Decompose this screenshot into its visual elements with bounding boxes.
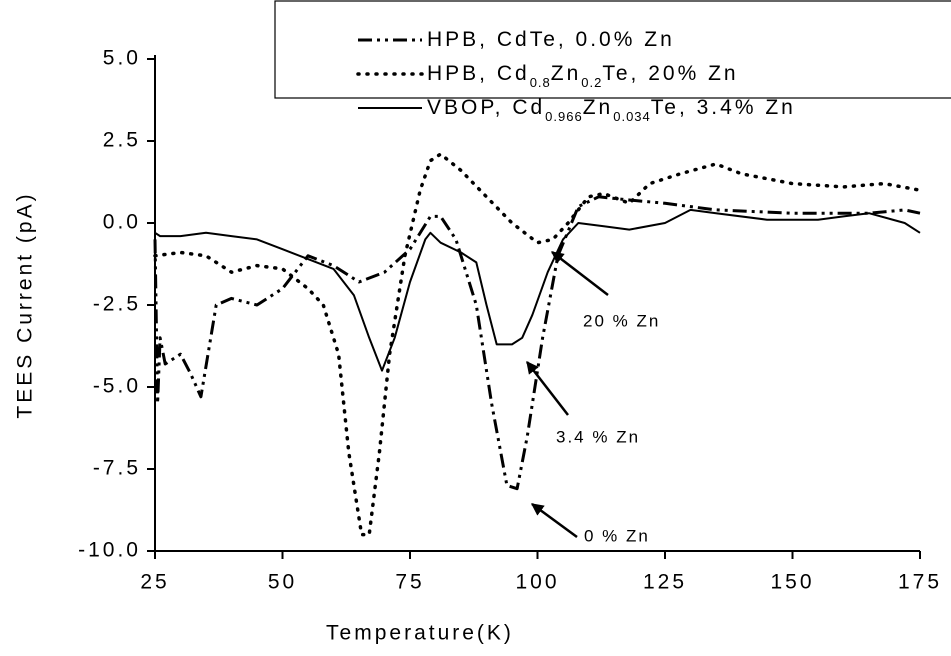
- legend-subscript: 0.8: [530, 75, 551, 90]
- arrow: [551, 251, 609, 296]
- y-tick-label: -10.0: [78, 539, 141, 562]
- annotation: 20 % Zn: [583, 311, 660, 330]
- x-tick-label: 100: [515, 571, 559, 594]
- x-tick-label: 50: [268, 571, 297, 594]
- legend-label: HPB, CdTe, 0.0% Zn: [427, 28, 675, 51]
- data-line: [153, 152, 922, 537]
- legend-subscript: 0.2: [581, 75, 602, 90]
- legend-text: HPB, CdTe, 0.0% Zn: [427, 28, 675, 51]
- legend-text: VBOP, Cd: [427, 96, 545, 119]
- legend-text: Zn: [551, 62, 582, 85]
- arrow: [530, 502, 578, 539]
- legend-label: HPB, Cd0.8Zn0.2Te, 20% Zn: [427, 62, 739, 91]
- data-line: [154, 208, 921, 372]
- legend-label: VBOP, Cd0.966Zn0.034Te, 3.4% Zn: [427, 96, 796, 125]
- y-axis-label: TEES Current (pA): [14, 191, 37, 418]
- legend-subscript: 0.966: [545, 109, 583, 124]
- x-tick-label: 150: [770, 571, 814, 594]
- legend-text: Te, 20% Zn: [602, 62, 738, 85]
- x-tick-label: 25: [140, 571, 169, 594]
- legend-text: Zn: [583, 96, 614, 119]
- arrow: [526, 361, 569, 416]
- data-line: [153, 195, 921, 491]
- y-tick-label: 2.5: [103, 129, 141, 152]
- legend-text: HPB, Cd: [427, 62, 530, 85]
- y-tick-label: -7.5: [93, 457, 141, 480]
- x-tick-label: 175: [898, 571, 942, 594]
- y-tick-label: 0.0: [103, 211, 141, 234]
- legend-text: Te, 3.4% Zn: [651, 96, 796, 119]
- y-tick-label: -2.5: [93, 293, 141, 316]
- y-tick-label: 5.0: [103, 47, 141, 70]
- x-tick-label: 75: [395, 571, 424, 594]
- legend-box: [274, 0, 951, 99]
- y-tick-label: -5.0: [93, 375, 141, 398]
- legend-subscript: 0.034: [613, 109, 651, 124]
- annotation: 3.4 % Zn: [556, 427, 640, 446]
- x-tick-label: 125: [643, 571, 687, 594]
- annotation: 0 % Zn: [584, 526, 650, 545]
- x-axis-label: Temperature(K): [326, 622, 514, 645]
